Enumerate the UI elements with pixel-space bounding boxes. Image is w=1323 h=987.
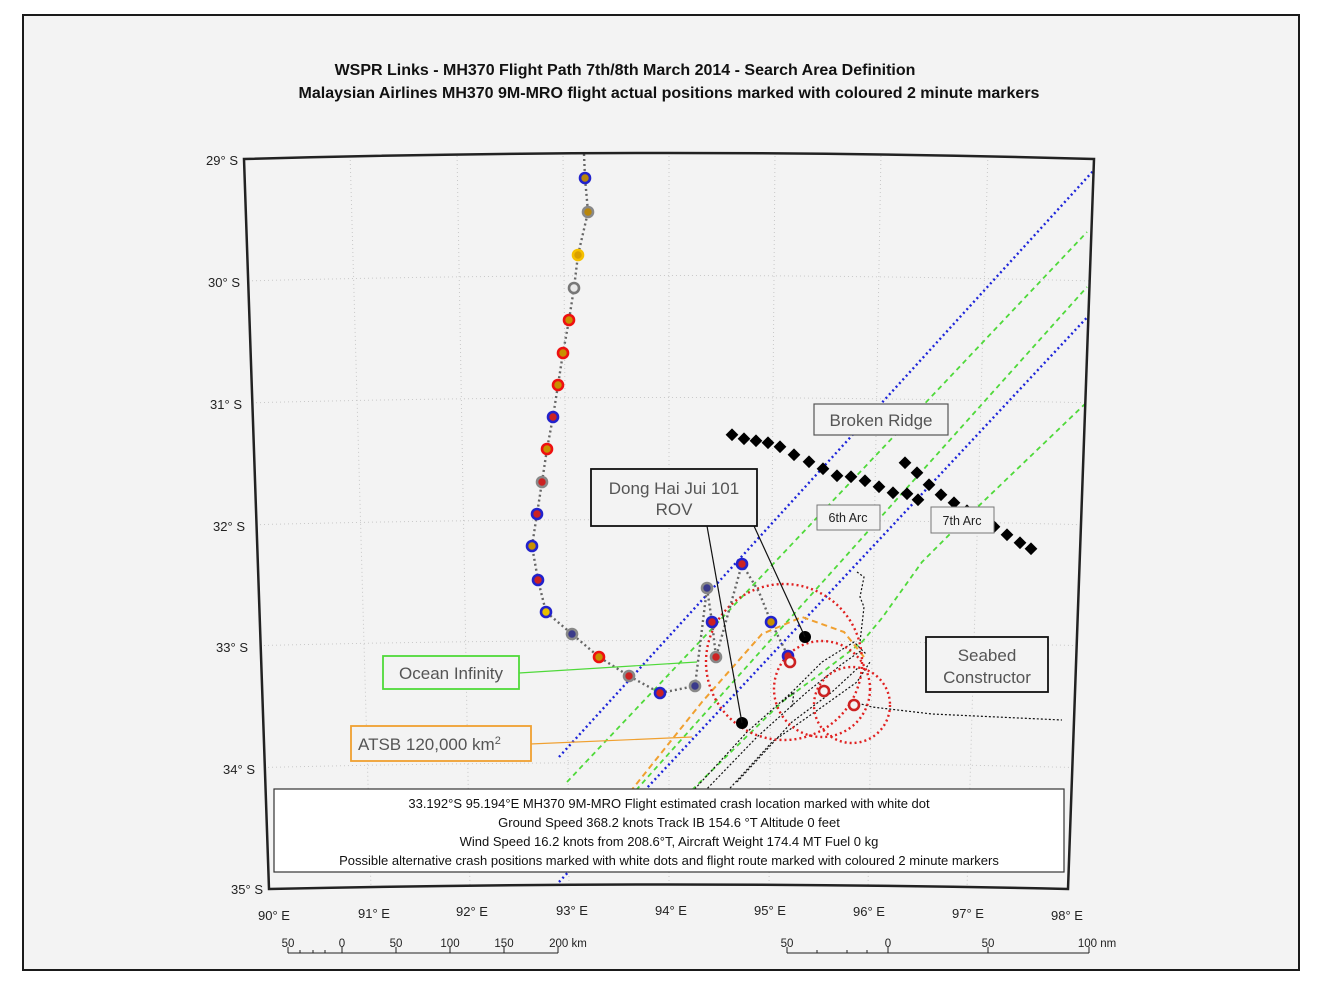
atsb-label-superscript: 2 (495, 735, 501, 747)
lat-label-32s: 32° S (213, 519, 245, 534)
lon-label-93e: 93° E (556, 903, 588, 918)
lon-label-92e: 92° E (456, 904, 488, 919)
broken-ridge-label-box: Broken Ridge (813, 403, 949, 436)
seabed-label-line1: Seabed (958, 646, 1017, 665)
lon-label-98e: 98° E (1051, 908, 1083, 923)
lat-label-29s: 29° S (206, 153, 238, 168)
seabed-label-line2: Constructor (943, 668, 1031, 687)
atsb-label-box: ATSB 120,000 km2 (350, 725, 532, 762)
atsb-leader (529, 736, 693, 745)
flight-markers (525, 171, 861, 712)
ship-search-circles (704, 582, 892, 745)
dong-hai-label-line2: ROV (656, 500, 694, 519)
map-subtitle: Malaysian Airlines MH370 9M-MRO flight a… (299, 85, 1040, 102)
longitude-labels: 90° E 91° E 92° E 93° E 94° E 95° E 96° … (258, 903, 1083, 923)
lon-label-94e: 94° E (655, 903, 687, 918)
lon-label-91e: 91° E (358, 906, 390, 921)
atsb-label-text: ATSB 120,000 km (358, 735, 495, 754)
seventh-arc-label-box: 7th Arc (930, 506, 995, 534)
scale-bar-km: 50 0 50 100 150 200 km (282, 938, 587, 954)
flight-path (530, 153, 792, 695)
lat-label-30s: 30° S (208, 275, 240, 290)
scale-nm-tick: 50 (982, 938, 995, 950)
scale-bar-nm: 50 0 50 100 nm (781, 938, 1116, 954)
latitude-labels: 29° S 30° S 31° S 32° S 33° S 34° S 35° … (206, 153, 263, 897)
map-frame: WSPR Links - MH370 Flight Path 7th/8th M… (22, 14, 1300, 971)
lat-label-35s: 35° S (231, 882, 263, 897)
lon-label-95e: 95° E (754, 903, 786, 918)
map-border (242, 151, 1096, 891)
leader-lines (706, 525, 806, 724)
lon-label-90e: 90° E (258, 908, 290, 923)
atsb-label: ATSB 120,000 km2 (358, 735, 501, 754)
lon-label-96e: 96° E (853, 904, 885, 919)
scale-km-tick: 50 (390, 938, 403, 950)
ocean-infinity-label-box: Ocean Infinity (382, 655, 520, 690)
info-line-1: 33.192°S 95.194°E MH370 9M-MRO Flight es… (408, 796, 930, 811)
scale-nm-tick: 0 (885, 938, 891, 950)
dong-hai-label-line1: Dong Hai Jui 101 (609, 479, 739, 498)
info-box: 33.192°S 95.194°E MH370 9M-MRO Flight es… (273, 788, 1065, 873)
broken-ridge-label: Broken Ridge (829, 411, 932, 430)
lat-label-31s: 31° S (210, 397, 242, 412)
lat-label-33s: 33° S (216, 640, 248, 655)
seabed-constructor-label-box: Seabed Constructor (925, 636, 1049, 693)
ocean-infinity-label: Ocean Infinity (399, 664, 503, 683)
sixth-arc-label-box: 6th Arc (816, 504, 881, 531)
map-canvas: WSPR Links - MH370 Flight Path 7th/8th M… (206, 62, 1116, 954)
info-line-3: Wind Speed 16.2 knots from 208.6°T, Airc… (460, 834, 879, 849)
scale-km-tick: 100 (440, 938, 459, 950)
scale-nm-tick: 100 nm (1078, 938, 1116, 950)
ocean-infinity-leader (518, 661, 698, 674)
seventh-arc-label: 7th Arc (943, 514, 982, 528)
scale-km-tick: 200 km (549, 938, 587, 950)
info-line-2: Ground Speed 368.2 knots Track IB 154.6 … (498, 815, 840, 830)
map-title: WSPR Links - MH370 Flight Path 7th/8th M… (335, 62, 916, 79)
alternative-tracks (691, 571, 1063, 798)
info-line-4: Possible alternative crash positions mar… (339, 853, 999, 868)
scale-km-tick: 50 (282, 938, 295, 950)
sixth-arc-label: 6th Arc (829, 511, 868, 525)
lat-label-34s: 34° S (223, 762, 255, 777)
scale-nm-tick: 50 (781, 938, 794, 950)
lon-label-97e: 97° E (952, 906, 984, 921)
dong-hai-label-box: Dong Hai Jui 101 ROV (590, 468, 758, 527)
scale-km-tick: 0 (339, 938, 345, 950)
scale-km-tick: 150 (494, 938, 513, 950)
